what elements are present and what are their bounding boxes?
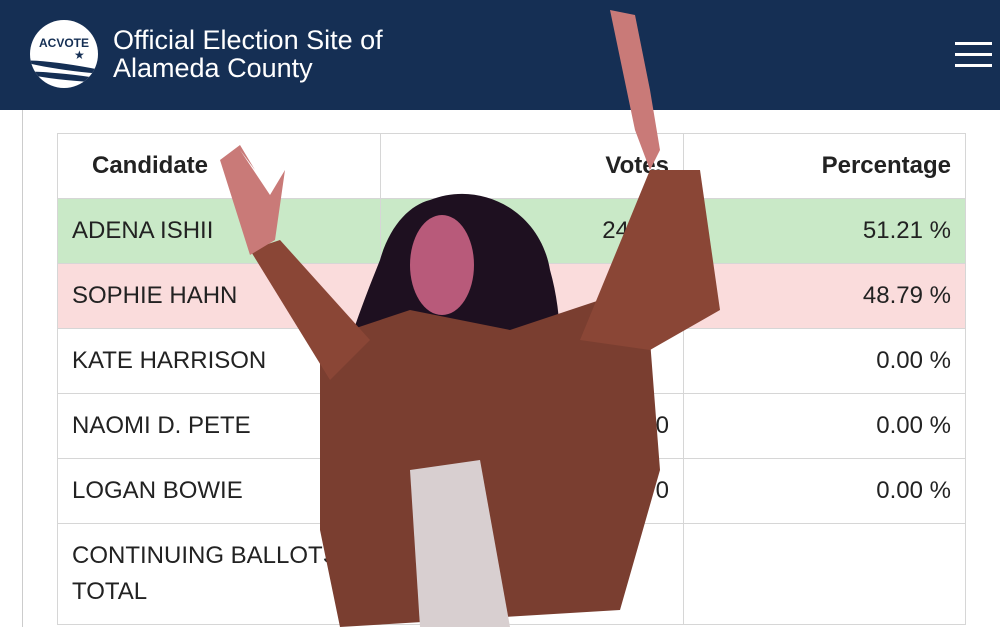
candidate-percentage [683, 523, 966, 625]
header-candidate: Candidate [57, 133, 381, 199]
jacket-shape [320, 300, 660, 627]
divider [22, 110, 23, 627]
right-arm-shape [580, 170, 720, 350]
logo-text: ACVOTE [38, 36, 89, 50]
table-row: ADENA ISHII 24265 51.21 % [57, 198, 966, 264]
acvote-logo[interactable]: ACVOTE ★ [30, 20, 98, 88]
title-line-1: Official Election Site of [113, 25, 383, 55]
left-arm-shape [250, 240, 370, 380]
site-title[interactable]: Official Election Site of Alameda County [113, 26, 383, 82]
candidate-percentage: 48.79 % [683, 263, 966, 329]
face-shape [410, 215, 474, 315]
shirt-shape [410, 460, 510, 627]
left-hand-shape [220, 145, 285, 255]
site-header: ACVOTE ★ Official Election Site of Alame… [0, 0, 1000, 110]
hamburger-icon[interactable] [955, 42, 992, 75]
table-header-row: Candidate Votes Percentage [57, 133, 966, 199]
candidate-percentage: 0.00 % [683, 393, 966, 459]
right-hand-shape [610, 10, 660, 170]
candidate-name: SOPHIE HAHN [57, 263, 381, 329]
candidate-percentage: 0.00 % [683, 328, 966, 394]
candidate-percentage: 51.21 % [683, 198, 966, 264]
star-icon: ★ [74, 48, 85, 62]
celebrating-person-photo [220, 10, 720, 627]
title-line-2: Alameda County [113, 53, 313, 83]
